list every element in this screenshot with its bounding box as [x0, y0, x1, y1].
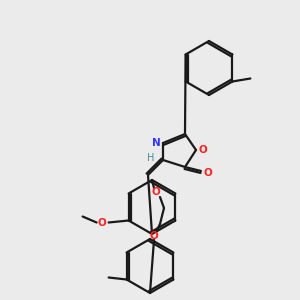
Text: O: O	[152, 187, 160, 197]
Text: H: H	[147, 153, 155, 163]
Text: N: N	[152, 138, 160, 148]
Text: O: O	[204, 168, 212, 178]
Text: O: O	[97, 218, 106, 227]
Text: O: O	[199, 145, 207, 155]
Text: O: O	[150, 231, 158, 241]
